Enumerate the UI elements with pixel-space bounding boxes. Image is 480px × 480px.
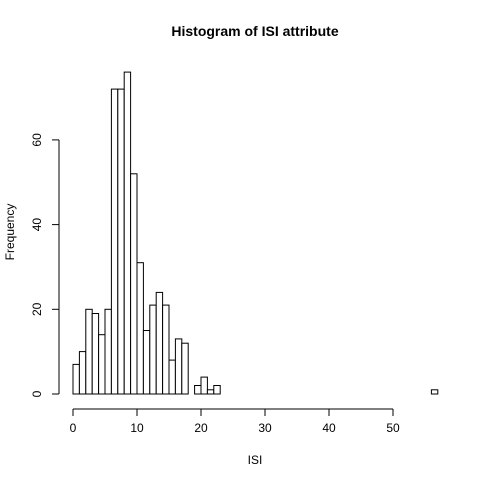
histogram-bar: [91, 313, 100, 395]
histogram-bars: [72, 71, 439, 395]
histogram-bar: [162, 304, 170, 395]
y-tick-label: 40: [30, 218, 44, 232]
x-tick-label: 30: [258, 421, 272, 435]
histogram-bar: [213, 385, 221, 395]
histogram-bar: [117, 88, 125, 395]
x-tick-label: 10: [130, 421, 144, 435]
histogram-bar: [78, 351, 87, 395]
histogram-bar: [194, 385, 202, 395]
y-tick-label: 20: [30, 302, 44, 316]
chart-title: Histogram of ISI attribute: [171, 23, 338, 39]
histogram-bar: [110, 88, 119, 395]
x-tick-label: 40: [322, 421, 336, 435]
x-tick-label: 20: [194, 421, 208, 435]
histogram-bar: [98, 334, 106, 395]
histogram-bar: [174, 338, 183, 395]
histogram-bar: [72, 363, 80, 395]
x-tick-label: 50: [386, 421, 400, 435]
histogram-bar: [104, 308, 112, 395]
x-axis-label: ISI: [248, 453, 263, 467]
y-tick-label: 0: [30, 390, 44, 397]
y-axis: 0 20 40 60: [30, 133, 60, 397]
histogram-bar: [85, 308, 93, 395]
histogram-bar: [168, 359, 176, 395]
histogram-bar: [155, 291, 164, 395]
histogram-bar: [206, 389, 215, 395]
histogram-bar: [123, 71, 132, 395]
histogram-bar: [149, 304, 157, 395]
histogram-bar: [136, 262, 144, 395]
histogram-bar: [181, 342, 189, 395]
y-axis-label: Frequency: [3, 204, 17, 261]
y-tick-label: 60: [30, 133, 44, 147]
histogram-bar: [430, 389, 439, 395]
histogram-bar: [130, 173, 138, 395]
x-tick-label: 0: [70, 421, 77, 435]
histogram-bar: [142, 330, 151, 395]
x-axis: 0 10 20 30 40 50: [70, 408, 400, 435]
histogram-bar: [200, 376, 208, 395]
